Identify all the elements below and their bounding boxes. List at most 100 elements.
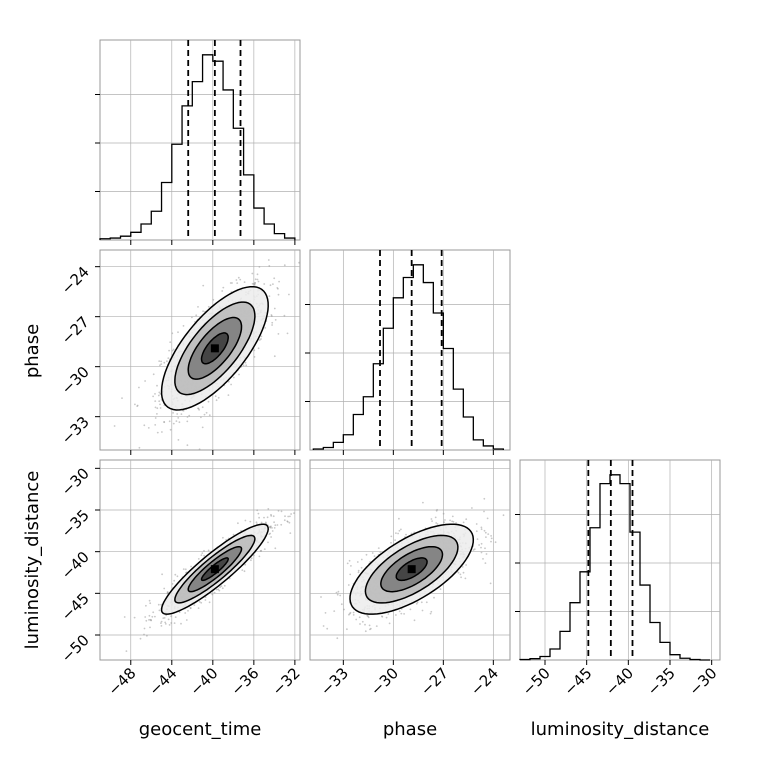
- histogram-phase: [312, 264, 504, 450]
- sample-point: [271, 324, 273, 326]
- sample-point: [176, 413, 179, 415]
- sample-point: [164, 621, 167, 624]
- sample-point: [190, 565, 193, 568]
- sample-point: [269, 284, 272, 287]
- sample-point: [398, 529, 401, 532]
- sample-point: [364, 630, 367, 633]
- sample-point: [160, 625, 163, 627]
- sample-point: [277, 510, 280, 512]
- sample-point: [213, 591, 216, 594]
- sample-point: [352, 611, 355, 614]
- sample-point: [163, 617, 166, 619]
- sample-point: [220, 585, 223, 588]
- sample-point: [146, 634, 148, 637]
- sample-point: [336, 593, 339, 596]
- sample-point: [157, 603, 160, 606]
- sample-point: [188, 414, 191, 417]
- sample-point: [160, 622, 162, 624]
- sample-point: [264, 327, 267, 329]
- sample-point: [208, 601, 211, 604]
- sample-point: [182, 325, 185, 327]
- sample-point: [152, 373, 155, 376]
- sample-point: [346, 562, 349, 565]
- sample-point: [379, 551, 382, 553]
- sample-point: [333, 610, 336, 612]
- sample-point: [480, 542, 483, 545]
- sample-point: [431, 520, 433, 522]
- sample-point: [343, 608, 345, 611]
- sample-point: [232, 376, 235, 379]
- sample-point: [478, 544, 480, 546]
- sample-point: [509, 551, 510, 553]
- sample-point: [157, 394, 160, 397]
- sample-point: [277, 287, 279, 290]
- sample-point: [356, 561, 359, 563]
- sample-point: [178, 611, 181, 614]
- sample-point: [180, 413, 183, 415]
- sample-point: [298, 261, 300, 264]
- sample-point: [198, 601, 201, 603]
- sample-point: [168, 420, 171, 423]
- sample-point: [200, 416, 202, 419]
- sample-point: [253, 554, 255, 557]
- sample-point: [227, 394, 230, 396]
- density-peak: [210, 344, 219, 353]
- sample-point: [154, 406, 157, 409]
- sample-point: [258, 266, 261, 268]
- sample-point: [484, 531, 487, 534]
- contour-line: [174, 301, 256, 396]
- scatter-panel-phase-vs-luminosity-distance: [309, 459, 511, 665]
- sample-point: [357, 569, 360, 572]
- sample-point: [244, 519, 247, 522]
- sample-point: [390, 541, 392, 544]
- sample-point: [256, 278, 259, 281]
- sample-point: [174, 573, 177, 576]
- sample-point: [490, 535, 492, 537]
- sample-point: [476, 538, 479, 540]
- contour-line: [187, 316, 243, 380]
- sample-point: [326, 627, 329, 630]
- sample-point: [494, 541, 497, 544]
- sample-point: [244, 563, 247, 566]
- sample-point: [268, 265, 271, 267]
- sample-point: [160, 603, 163, 606]
- sample-point: [364, 623, 366, 626]
- sample-point: [471, 507, 473, 509]
- sample-point: [260, 338, 262, 340]
- sample-point: [375, 625, 378, 627]
- sample-point: [195, 314, 198, 317]
- sample-point: [256, 509, 259, 512]
- sample-point: [487, 533, 490, 535]
- sample-point: [273, 355, 276, 358]
- sample-point: [177, 417, 180, 419]
- sample-point: [483, 529, 486, 532]
- sample-point: [361, 620, 364, 623]
- sample-point: [434, 516, 437, 519]
- sample-point: [221, 587, 224, 590]
- sample-point: [288, 293, 290, 296]
- sample-point: [215, 588, 218, 591]
- sample-point: [149, 602, 152, 605]
- sample-point: [152, 395, 155, 398]
- sample-point: [123, 616, 126, 618]
- contour-line: [187, 545, 243, 593]
- sample-point: [484, 562, 487, 564]
- sample-point: [388, 622, 391, 625]
- sample-point: [187, 609, 189, 612]
- density-peak: [210, 565, 219, 574]
- sample-point: [121, 397, 123, 399]
- sample-point: [197, 607, 200, 609]
- histogram-geocent-time: [99, 54, 296, 240]
- sample-point: [217, 396, 220, 399]
- panel-frame: [309, 249, 511, 451]
- sample-point: [286, 520, 289, 523]
- sample-point: [204, 599, 207, 601]
- sample-point: [164, 623, 167, 625]
- sample-point: [283, 264, 286, 267]
- sample-point: [257, 347, 260, 350]
- sample-point: [268, 295, 271, 297]
- sample-point: [283, 519, 286, 522]
- sample-point: [489, 582, 492, 585]
- contour-line: [160, 285, 269, 411]
- sample-point: [480, 546, 482, 549]
